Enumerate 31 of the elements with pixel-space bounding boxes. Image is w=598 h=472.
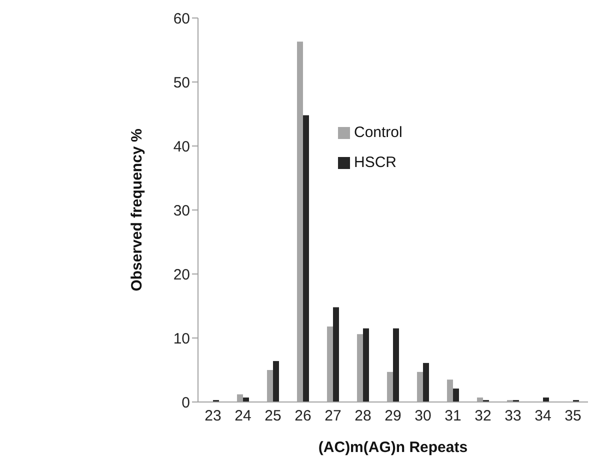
bar	[333, 307, 339, 402]
y-tick-label: 30	[173, 202, 190, 220]
x-tick-label: 35	[564, 408, 582, 425]
x-tick-label: 34	[534, 408, 552, 425]
bar	[273, 361, 279, 402]
y-tick-label: 20	[173, 266, 190, 284]
x-tick-label: 30	[414, 408, 432, 425]
y-tick-label: 0	[182, 394, 190, 412]
x-tick-label: 23	[204, 408, 222, 425]
y-tick-label: 50	[173, 74, 190, 92]
x-tick-label: 28	[354, 408, 372, 425]
x-tick-label: 24	[234, 408, 252, 425]
x-tick-label: 26	[294, 408, 312, 425]
y-tick-label: 10	[173, 330, 190, 348]
bar	[453, 388, 459, 402]
x-tick-label: 27	[324, 408, 342, 425]
y-axis-title: Observed frequency %	[128, 128, 146, 292]
x-tick-label: 33	[504, 408, 522, 425]
bar	[363, 328, 369, 402]
bar	[393, 328, 399, 402]
y-tick-label: 40	[173, 138, 190, 156]
y-tick-label: 60	[173, 10, 190, 28]
x-tick-label: 31	[444, 408, 462, 425]
x-tick-label: 25	[264, 408, 282, 425]
x-tick-label: 29	[384, 408, 402, 425]
x-axis-title: (AC)m(AG)n Repeats	[318, 439, 468, 456]
x-tick-label: 32	[474, 408, 492, 425]
legend-label: HSCR	[354, 154, 397, 171]
legend-label: Control	[354, 124, 402, 141]
bar	[423, 362, 429, 402]
bar	[303, 115, 309, 402]
